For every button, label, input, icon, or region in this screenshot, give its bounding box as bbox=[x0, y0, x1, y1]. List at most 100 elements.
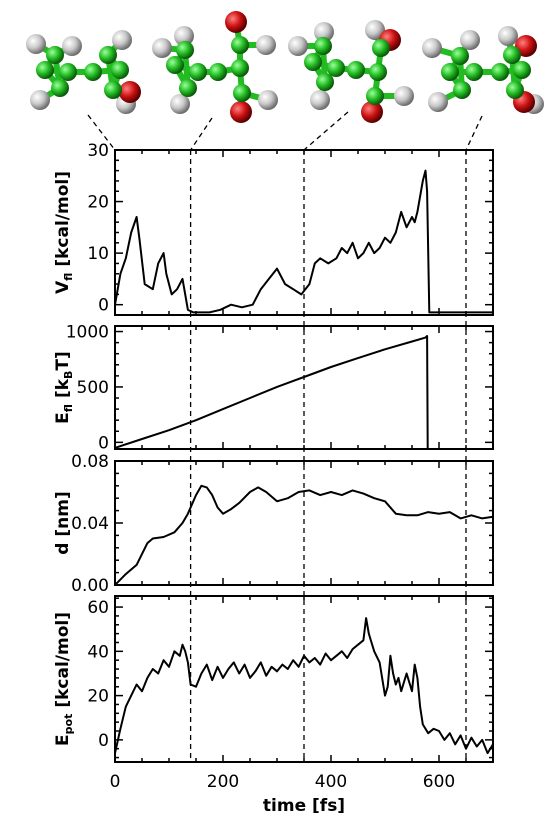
y-tick-label: 0.04 bbox=[71, 514, 109, 534]
y-label-unit: [nm] bbox=[53, 491, 73, 536]
molecule-connector bbox=[190, 117, 213, 151]
hydrogen-atom bbox=[152, 38, 172, 58]
molecule-connector bbox=[465, 115, 483, 151]
hydrogen-atom bbox=[174, 26, 194, 46]
molecule-4 bbox=[422, 26, 544, 114]
hydrogen-atom bbox=[288, 36, 308, 56]
carbon-atom bbox=[366, 87, 384, 105]
carbon-atom bbox=[99, 46, 117, 64]
y-tick-label: 60 bbox=[87, 598, 109, 618]
carbon-atom bbox=[491, 63, 509, 81]
x-tick-label: 0 bbox=[110, 772, 121, 792]
carbon-atom bbox=[84, 63, 102, 81]
y-label-unit: [kcal/mol] bbox=[53, 612, 73, 708]
carbon-atom bbox=[453, 81, 471, 99]
hydrogen-atom bbox=[428, 92, 448, 112]
y-axis-label: Efl [kBT] bbox=[53, 351, 75, 424]
y-label-unit: [kcal/mol] bbox=[53, 171, 73, 267]
hydrogen-atom bbox=[310, 90, 330, 110]
molecule-connector bbox=[303, 111, 349, 151]
hydrogen-atom bbox=[26, 34, 46, 54]
carbon-atom bbox=[179, 79, 197, 97]
x-tick-label: 600 bbox=[423, 772, 455, 792]
oxygen-atom bbox=[225, 11, 247, 33]
y-tick-label: 500 bbox=[77, 378, 109, 398]
carbon-atom bbox=[46, 46, 64, 64]
hydrogen-atom bbox=[498, 26, 518, 46]
carbon-atom bbox=[314, 37, 332, 55]
y-label-unit-suffix: T] bbox=[53, 351, 73, 370]
carbon-atom bbox=[372, 39, 390, 57]
y-label-main: V bbox=[53, 280, 73, 294]
oxygen-atom bbox=[230, 101, 252, 123]
carbon-atom bbox=[441, 63, 459, 81]
y-tick-label: 40 bbox=[87, 642, 109, 662]
hydrogen-atom bbox=[422, 38, 442, 58]
carbon-atom bbox=[231, 36, 249, 54]
oxygen-atom bbox=[515, 35, 537, 57]
carbon-atom bbox=[51, 79, 69, 97]
hydrogen-atom bbox=[30, 90, 50, 110]
molecule-connectors bbox=[87, 111, 483, 151]
panel-3: 0.00 0.04 0.08 d [nm] bbox=[53, 452, 494, 596]
carbon-atom bbox=[189, 63, 207, 81]
hydrogen-atom bbox=[256, 35, 276, 55]
series-line bbox=[115, 169, 493, 314]
carbon-atom bbox=[209, 63, 227, 81]
y-tick-label: 1000 bbox=[66, 323, 109, 343]
carbon-atom bbox=[465, 63, 483, 81]
x-axis-label: time [fs] bbox=[263, 796, 345, 816]
carbon-atom bbox=[316, 73, 334, 91]
x-tick-label: 200 bbox=[207, 772, 239, 792]
panel-2: 0 500 1000 Efl [kBT] bbox=[53, 323, 494, 453]
carbon-atom bbox=[166, 56, 184, 74]
y-axis-label: Epot [kcal/mol] bbox=[53, 612, 75, 746]
y-label-main: E bbox=[53, 734, 73, 746]
y-label-unit-prefix: [k bbox=[53, 378, 73, 398]
y-tick-label: 30 bbox=[87, 141, 109, 161]
carbon-atom bbox=[347, 61, 365, 79]
y-label-main: E bbox=[53, 412, 73, 424]
carbon-atom bbox=[503, 46, 521, 64]
event-lines bbox=[189, 150, 467, 762]
carbon-atom bbox=[304, 53, 322, 71]
hydrogen-atom bbox=[62, 36, 82, 56]
carbon-atom bbox=[513, 61, 531, 79]
y-tick-label: 0 bbox=[98, 296, 109, 316]
y-tick-label: 0 bbox=[98, 433, 109, 453]
y-tick-label: 10 bbox=[87, 244, 109, 264]
y-tick-label: 20 bbox=[87, 193, 109, 213]
carbon-atom bbox=[231, 59, 249, 77]
y-tick-label: 0.08 bbox=[71, 452, 109, 472]
y-label-main: d bbox=[53, 543, 73, 555]
oxygen-atom bbox=[119, 81, 141, 103]
molecule-structures bbox=[26, 11, 544, 123]
molecule-1 bbox=[26, 30, 141, 114]
hydrogen-atom bbox=[170, 94, 190, 114]
y-axis-label: Vfl [kcal/mol] bbox=[53, 171, 75, 294]
hydrogen-atom bbox=[314, 22, 334, 42]
series-line bbox=[115, 617, 493, 755]
y-tick-label: 0.00 bbox=[71, 576, 109, 596]
carbon-atom bbox=[451, 47, 469, 65]
carbon-atom bbox=[59, 63, 77, 81]
molecule-3 bbox=[288, 20, 414, 123]
carbon-atom bbox=[104, 81, 122, 99]
y-label-sub: fl bbox=[62, 273, 75, 281]
molecule-2 bbox=[152, 11, 278, 123]
hydrogen-atom bbox=[258, 90, 278, 110]
oxygen-atom bbox=[361, 101, 383, 123]
carbon-atom bbox=[233, 84, 251, 102]
series-line bbox=[115, 484, 493, 585]
y-tick-label: 0 bbox=[98, 731, 109, 751]
carbon-atom bbox=[111, 61, 129, 79]
carbon-atom bbox=[506, 81, 524, 99]
hydrogen-atom bbox=[112, 30, 132, 50]
y-tick-label: 20 bbox=[87, 687, 109, 707]
carbon-atom bbox=[327, 59, 345, 77]
panel-1: 0 10 20 30 Vfl [kcal/mol] bbox=[53, 141, 494, 316]
hydrogen-atom bbox=[365, 20, 385, 40]
y-label-sub: fl bbox=[62, 404, 75, 412]
